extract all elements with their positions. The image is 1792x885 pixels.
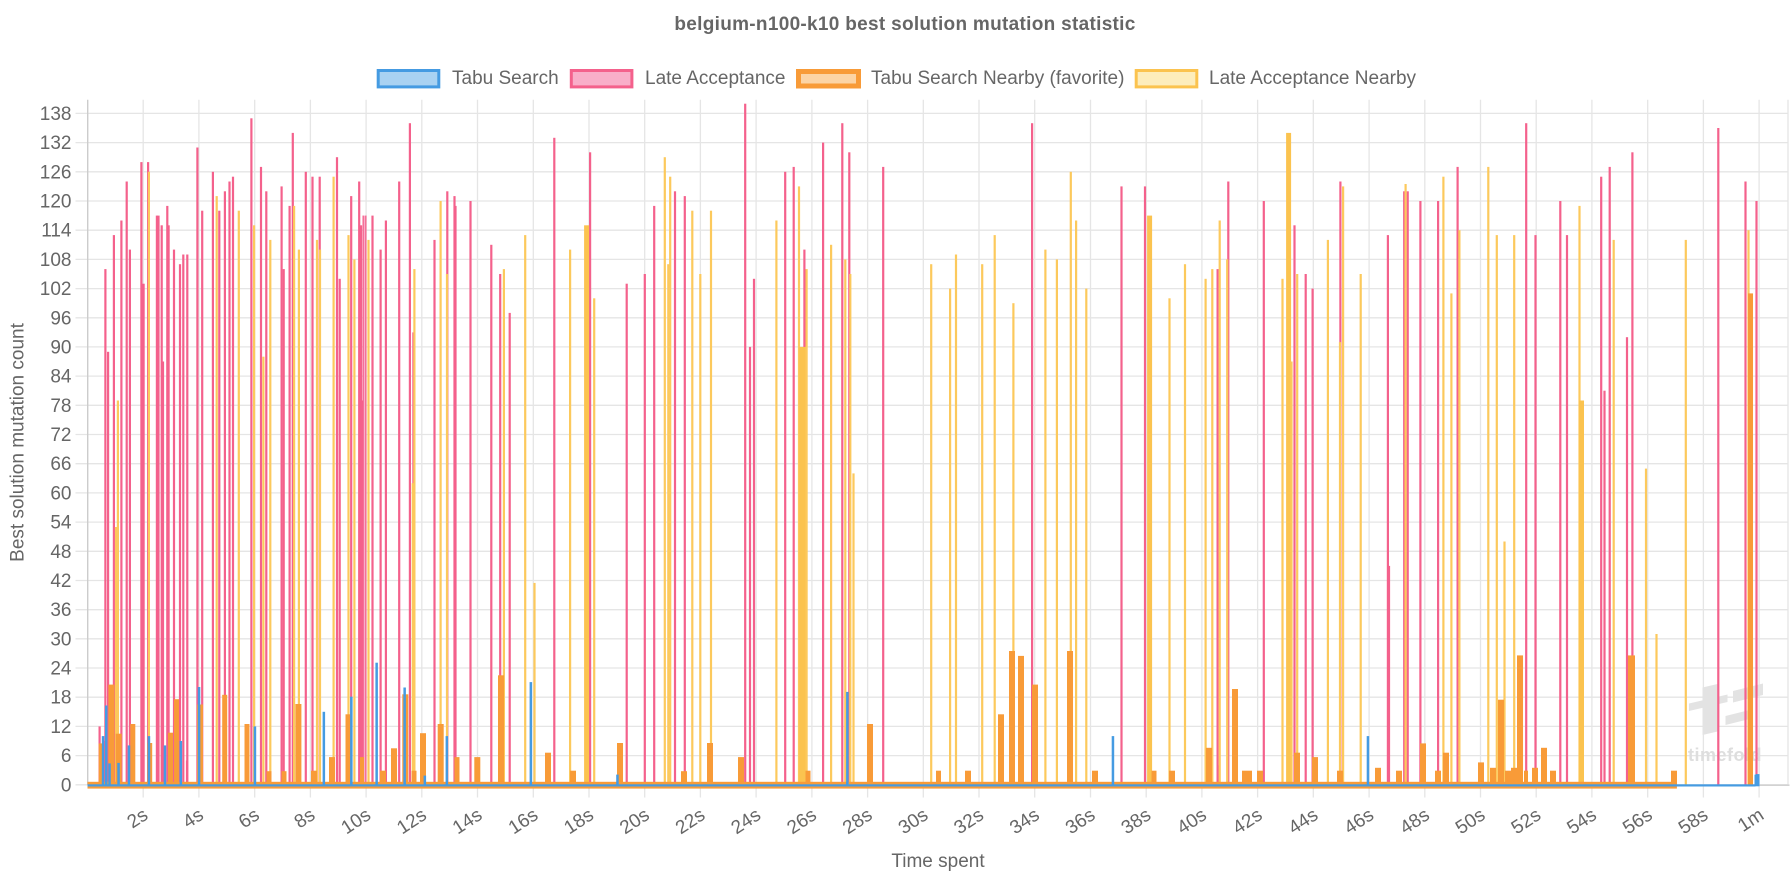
svg-text:96: 96 — [50, 308, 71, 329]
svg-text:60: 60 — [50, 483, 71, 504]
svg-text:18: 18 — [50, 688, 71, 709]
svg-text:84: 84 — [50, 367, 72, 388]
svg-text:114: 114 — [41, 221, 72, 242]
svg-text:Best solution mutation count: Best solution mutation count — [8, 322, 29, 561]
svg-text:6: 6 — [61, 746, 72, 767]
svg-text:66: 66 — [50, 454, 71, 475]
svg-text:timefold: timefold — [1688, 745, 1762, 765]
svg-text:132: 132 — [40, 133, 72, 154]
svg-text:24: 24 — [50, 659, 72, 680]
svg-text:42: 42 — [50, 571, 71, 592]
svg-text:72: 72 — [50, 425, 71, 446]
svg-text:90: 90 — [50, 337, 71, 358]
svg-text:Tabu Search: Tabu Search — [452, 68, 559, 89]
svg-text:48: 48 — [50, 542, 71, 563]
svg-text:Late Acceptance: Late Acceptance — [645, 68, 786, 89]
svg-text:54: 54 — [50, 513, 72, 534]
svg-text:102: 102 — [40, 279, 72, 300]
svg-text:126: 126 — [40, 162, 72, 183]
svg-text:78: 78 — [50, 396, 71, 417]
svg-text:Late Acceptance Nearby: Late Acceptance Nearby — [1209, 68, 1417, 89]
svg-text:36: 36 — [50, 600, 71, 621]
svg-text:Time spent: Time spent — [891, 851, 985, 872]
svg-text:120: 120 — [40, 192, 72, 213]
svg-text:30: 30 — [50, 629, 71, 650]
svg-text:belgium-n100-k10 best solution: belgium-n100-k10 best solution mutation … — [674, 14, 1135, 35]
svg-text:0: 0 — [61, 775, 72, 796]
svg-text:138: 138 — [40, 104, 72, 125]
svg-text:Tabu Search Nearby (favorite): Tabu Search Nearby (favorite) — [871, 68, 1124, 89]
svg-text:108: 108 — [40, 250, 72, 271]
svg-text:12: 12 — [50, 717, 71, 738]
